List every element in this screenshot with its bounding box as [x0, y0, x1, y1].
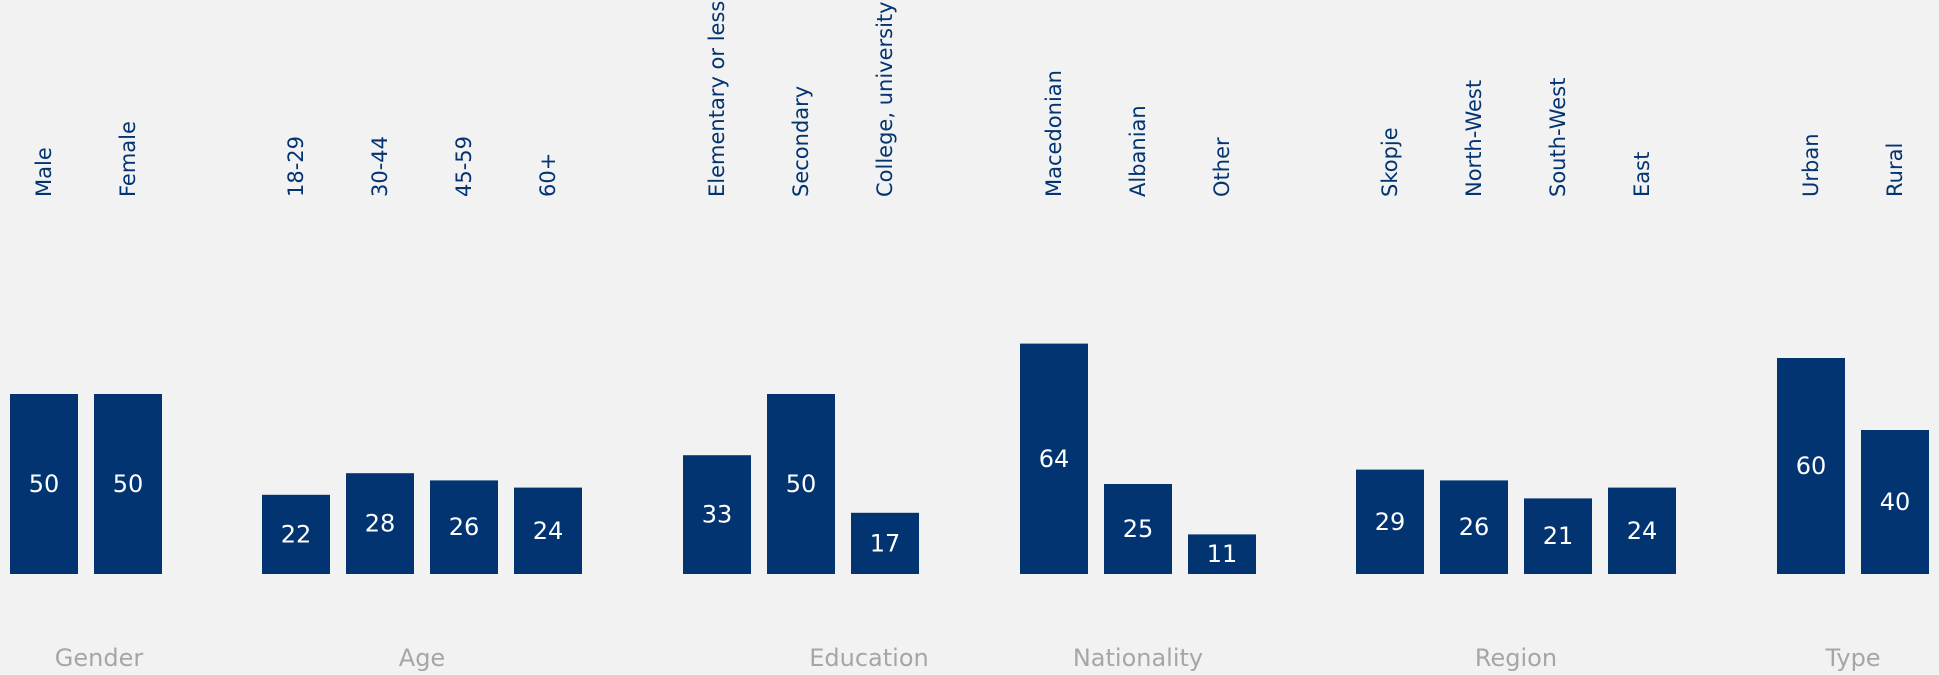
- category-label-education-college-university: College, university: [873, 1, 897, 197]
- category-label-age-45-59: 45-59: [452, 136, 476, 197]
- group-label-region: Region: [1475, 644, 1557, 672]
- value-label-type-urban: 60: [1796, 452, 1827, 480]
- bar-gender-female: [94, 394, 162, 574]
- bar-region-north-west: [1440, 480, 1508, 574]
- category-label-type-rural: Rural: [1883, 143, 1907, 197]
- value-label-nationality-macedonian: 64: [1039, 445, 1070, 473]
- value-label-region-north-west: 26: [1459, 513, 1490, 541]
- value-label-gender-female: 50: [113, 470, 144, 498]
- bar-region-skopje: [1356, 469, 1424, 574]
- value-label-education-secondary: 50: [786, 470, 817, 498]
- category-label-nationality-albanian: Albanian: [1126, 105, 1150, 197]
- value-label-nationality-albanian: 25: [1123, 515, 1154, 543]
- category-label-region-skopje: Skopje: [1378, 127, 1402, 197]
- bar-age-18-29: [262, 494, 330, 574]
- category-label-age-18-29: 18-29: [284, 136, 308, 197]
- category-label-region-north-west: North-West: [1462, 80, 1486, 197]
- category-label-gender-male: Male: [32, 147, 56, 197]
- bar-education-elementary-or-less: [683, 455, 751, 574]
- value-label-nationality-other: 11: [1207, 540, 1238, 568]
- category-label-age-60: 60+: [536, 153, 560, 197]
- category-label-age-30-44: 30-44: [368, 136, 392, 197]
- value-label-region-skopje: 29: [1375, 508, 1406, 536]
- value-label-age-45-59: 26: [449, 513, 480, 541]
- category-label-education-elementary-or-less: Elementary or less: [705, 1, 729, 197]
- value-label-education-college-university: 17: [870, 529, 901, 557]
- category-label-nationality-macedonian: Macedonian: [1042, 70, 1066, 197]
- bar-type-rural: [1861, 430, 1929, 574]
- category-label-region-east: East: [1630, 152, 1654, 197]
- value-label-gender-male: 50: [29, 470, 60, 498]
- value-label-region-east: 24: [1627, 517, 1658, 545]
- value-label-age-18-29: 22: [281, 520, 312, 548]
- bar-gender-male: [10, 394, 78, 574]
- bar-nationality-macedonian: [1020, 343, 1088, 574]
- bar-type-urban: [1777, 358, 1845, 574]
- category-label-region-south-west: South-West: [1546, 78, 1570, 197]
- group-label-nationality: Nationality: [1073, 644, 1203, 672]
- bar-age-30-44: [346, 473, 414, 574]
- value-label-age-30-44: 28: [365, 510, 396, 538]
- category-label-education-secondary: Secondary: [789, 86, 813, 197]
- category-label-gender-female: Female: [116, 121, 140, 197]
- bar-education-college-university: [851, 512, 919, 574]
- value-label-education-elementary-or-less: 33: [702, 501, 733, 529]
- bar-age-60: [514, 487, 582, 574]
- bar-age-45-59: [430, 480, 498, 574]
- category-label-type-urban: Urban: [1799, 133, 1823, 197]
- bar-nationality-albanian: [1104, 484, 1172, 574]
- value-label-type-rural: 40: [1880, 488, 1911, 516]
- value-label-region-south-west: 21: [1543, 522, 1574, 550]
- group-label-age: Age: [399, 644, 445, 672]
- bar-region-east: [1608, 487, 1676, 574]
- bar-education-secondary: [767, 394, 835, 574]
- value-label-age-60: 24: [533, 517, 564, 545]
- group-label-gender: Gender: [55, 644, 144, 672]
- category-label-nationality-other: Other: [1210, 137, 1234, 197]
- group-label-education: Education: [809, 644, 928, 672]
- group-label-type: Type: [1824, 644, 1880, 672]
- bar-nationality-other: [1188, 534, 1256, 574]
- bar-region-south-west: [1524, 498, 1592, 574]
